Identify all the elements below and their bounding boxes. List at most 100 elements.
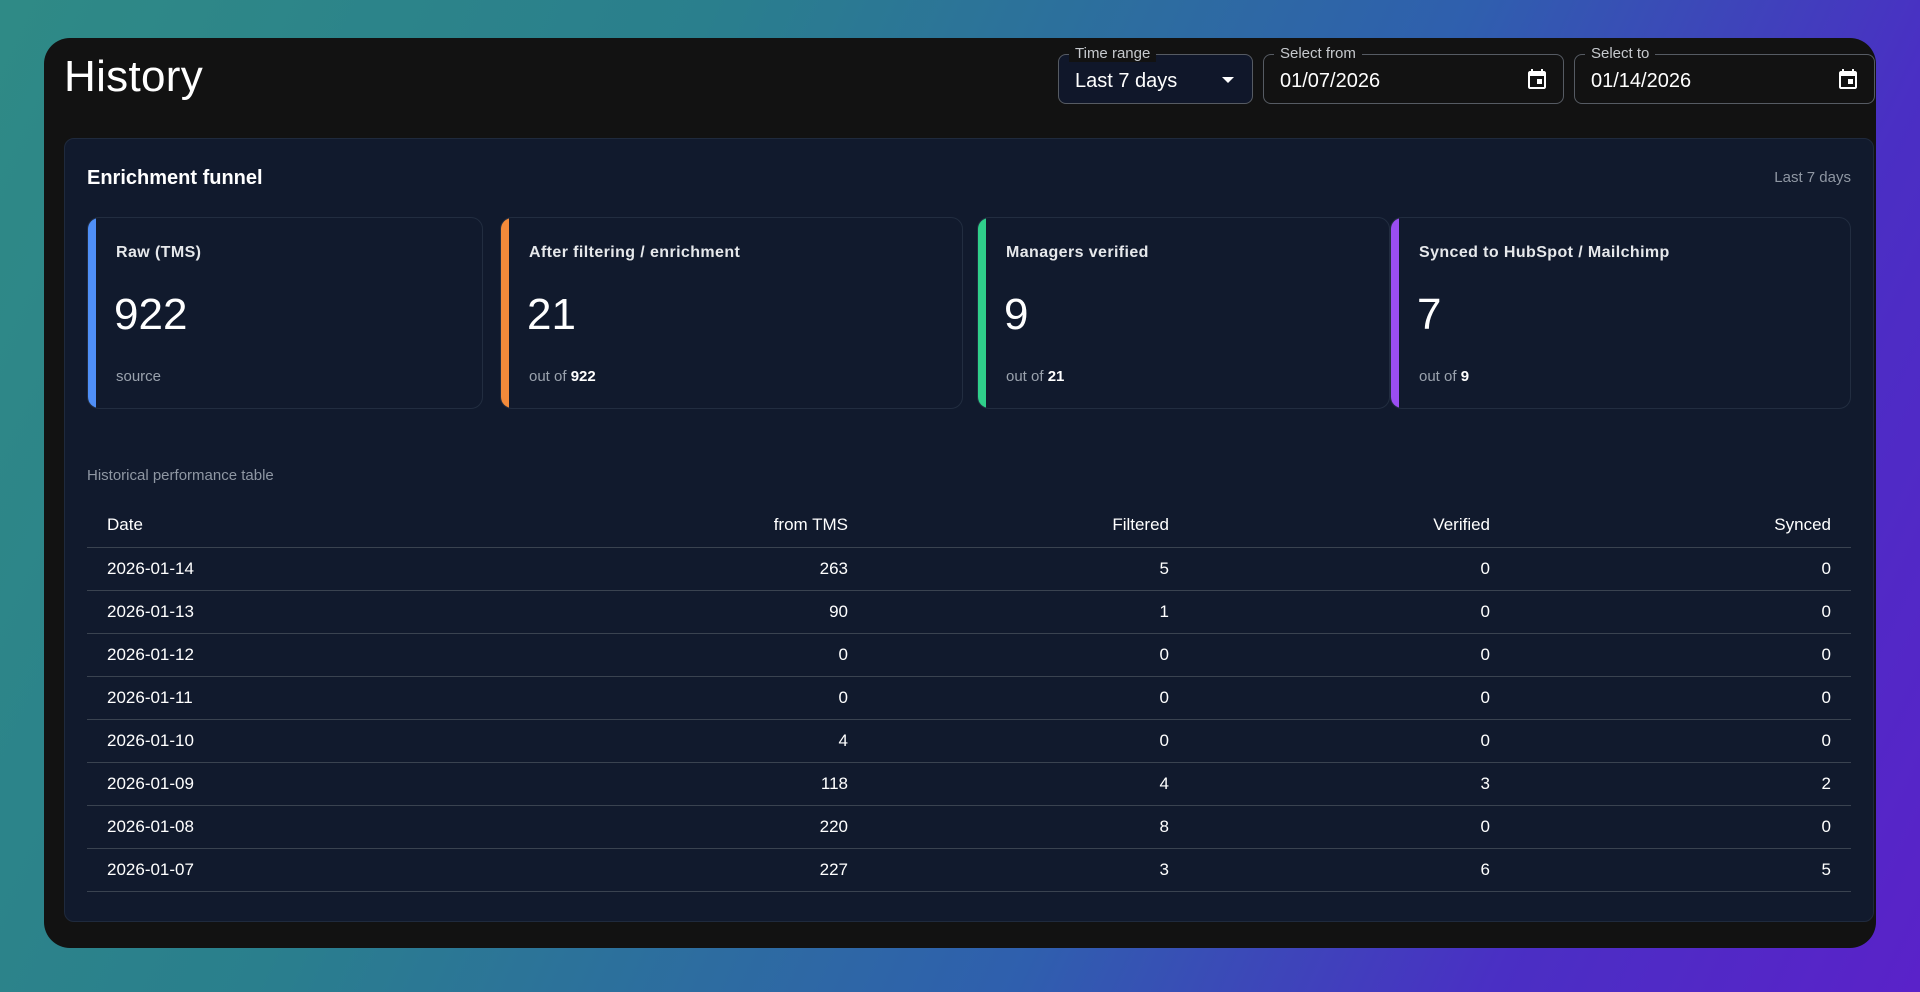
card-title: Managers verified <box>1006 244 1149 261</box>
chevron-down-icon[interactable] <box>1222 77 1234 83</box>
calendar-icon[interactable] <box>1525 67 1549 91</box>
cell-filtered: 0 <box>868 676 1189 720</box>
funnel-card-verified: Managers verified 9 out of 21 <box>977 217 1390 409</box>
column-header-filtered[interactable]: Filtered <box>868 503 1189 548</box>
cell-synced: 0 <box>1510 676 1851 720</box>
cell-date: 2026-01-12 <box>87 633 543 677</box>
cell-from-tms: 90 <box>543 590 868 634</box>
enrichment-panel: Enrichment funnel Last 7 days Raw (TMS) … <box>64 138 1874 922</box>
card-subtext-label: out of <box>529 368 571 385</box>
cell-verified: 6 <box>1189 848 1510 892</box>
table-caption: Historical performance table <box>87 467 274 484</box>
page-title: History <box>64 52 203 101</box>
column-header-date[interactable]: Date <box>87 503 543 548</box>
cell-filtered: 1 <box>868 590 1189 634</box>
cell-from-tms: 263 <box>543 547 868 591</box>
card-subtext-label: out of <box>1006 368 1048 385</box>
cell-synced: 0 <box>1510 590 1851 634</box>
cell-from-tms: 220 <box>543 805 868 849</box>
cell-verified: 0 <box>1189 719 1510 763</box>
table-header-row: Date from TMS Filtered Verified Synced <box>87 503 1851 548</box>
card-title: After filtering / enrichment <box>529 244 741 261</box>
card-subtext-label: source <box>116 368 162 385</box>
cell-verified: 0 <box>1189 590 1510 634</box>
cell-verified: 3 <box>1189 762 1510 806</box>
funnel-title: Enrichment funnel <box>87 167 263 189</box>
card-title: Synced to HubSpot / Mailchimp <box>1419 244 1670 261</box>
calendar-icon[interactable] <box>1836 67 1860 91</box>
card-subtext-total: 9 <box>1460 368 1470 385</box>
cell-filtered: 0 <box>868 719 1189 763</box>
cell-date: 2026-01-08 <box>87 805 543 849</box>
card-subtext: out of 9 <box>1419 368 1469 385</box>
card-subtext: source <box>116 368 161 385</box>
funnel-card-synced: Synced to HubSpot / Mailchimp 7 out of 9 <box>1390 217 1851 409</box>
card-accent <box>978 218 986 408</box>
app-window: History Time range Last 7 days Select fr… <box>44 38 1876 948</box>
cell-from-tms: 0 <box>543 676 868 720</box>
column-header-from-tms[interactable]: from TMS <box>543 503 868 548</box>
table-row: 2026-01-10 4 0 0 0 <box>87 719 1851 763</box>
cell-verified: 0 <box>1189 805 1510 849</box>
card-subtext: out of 21 <box>1006 368 1064 385</box>
cell-verified: 0 <box>1189 676 1510 720</box>
cell-synced: 0 <box>1510 805 1851 849</box>
card-subtext-total: 922 <box>570 368 596 385</box>
cell-date: 2026-01-07 <box>87 848 543 892</box>
table-row: 2026-01-08 220 8 0 0 <box>87 805 1851 849</box>
cell-synced: 0 <box>1510 547 1851 591</box>
cell-filtered: 8 <box>868 805 1189 849</box>
cell-filtered: 4 <box>868 762 1189 806</box>
cell-date: 2026-01-14 <box>87 547 543 591</box>
select-from-label: Select from <box>1274 46 1362 62</box>
cell-synced: 0 <box>1510 719 1851 763</box>
card-value: 21 <box>527 290 576 339</box>
select-from-field[interactable]: Select from 01/07/2026 <box>1263 46 1564 104</box>
funnel-range-label: Last 7 days <box>1774 169 1851 186</box>
table-row: 2026-01-11 0 0 0 0 <box>87 676 1851 720</box>
column-header-verified[interactable]: Verified <box>1189 503 1510 548</box>
table-row: 2026-01-13 90 1 0 0 <box>87 590 1851 634</box>
cell-synced: 5 <box>1510 848 1851 892</box>
card-accent <box>501 218 509 408</box>
time-range-value: Last 7 days <box>1075 70 1178 92</box>
cell-date: 2026-01-11 <box>87 676 543 720</box>
card-title: Raw (TMS) <box>116 244 202 261</box>
time-range-select[interactable]: Time range Last 7 days <box>1058 46 1253 104</box>
cell-from-tms: 4 <box>543 719 868 763</box>
table-row: 2026-01-14 263 5 0 0 <box>87 547 1851 591</box>
cell-from-tms: 118 <box>543 762 868 806</box>
cell-filtered: 0 <box>868 633 1189 677</box>
column-header-synced[interactable]: Synced <box>1510 503 1851 548</box>
history-table: Date from TMS Filtered Verified Synced 2… <box>87 503 1851 892</box>
cell-synced: 2 <box>1510 762 1851 806</box>
card-accent <box>1391 218 1399 408</box>
cell-verified: 0 <box>1189 547 1510 591</box>
card-subtext-label: out of <box>1419 368 1461 385</box>
cell-synced: 0 <box>1510 633 1851 677</box>
table-row: 2026-01-09 118 4 3 2 <box>87 762 1851 806</box>
cell-from-tms: 0 <box>543 633 868 677</box>
cell-verified: 0 <box>1189 633 1510 677</box>
funnel-card-raw: Raw (TMS) 922 source <box>87 217 483 409</box>
funnel-card-filtered: After filtering / enrichment 21 out of 9… <box>500 217 963 409</box>
card-value: 7 <box>1417 290 1442 339</box>
card-value: 922 <box>114 290 188 339</box>
cell-filtered: 5 <box>868 547 1189 591</box>
card-accent <box>88 218 96 408</box>
table-row: 2026-01-12 0 0 0 0 <box>87 633 1851 677</box>
select-to-label: Select to <box>1585 46 1656 62</box>
select-to-value: 01/14/2026 <box>1591 70 1692 92</box>
cell-date: 2026-01-13 <box>87 590 543 634</box>
table-row: 2026-01-07 227 3 6 5 <box>87 848 1851 892</box>
card-subtext: out of 922 <box>529 368 596 385</box>
cell-from-tms: 227 <box>543 848 868 892</box>
select-from-value: 01/07/2026 <box>1280 70 1381 92</box>
card-value: 9 <box>1004 290 1029 339</box>
select-to-field[interactable]: Select to 01/14/2026 <box>1574 46 1875 104</box>
cell-date: 2026-01-10 <box>87 719 543 763</box>
card-subtext-total: 21 <box>1047 368 1065 385</box>
cell-filtered: 3 <box>868 848 1189 892</box>
cell-date: 2026-01-09 <box>87 762 543 806</box>
time-range-label: Time range <box>1069 46 1157 62</box>
